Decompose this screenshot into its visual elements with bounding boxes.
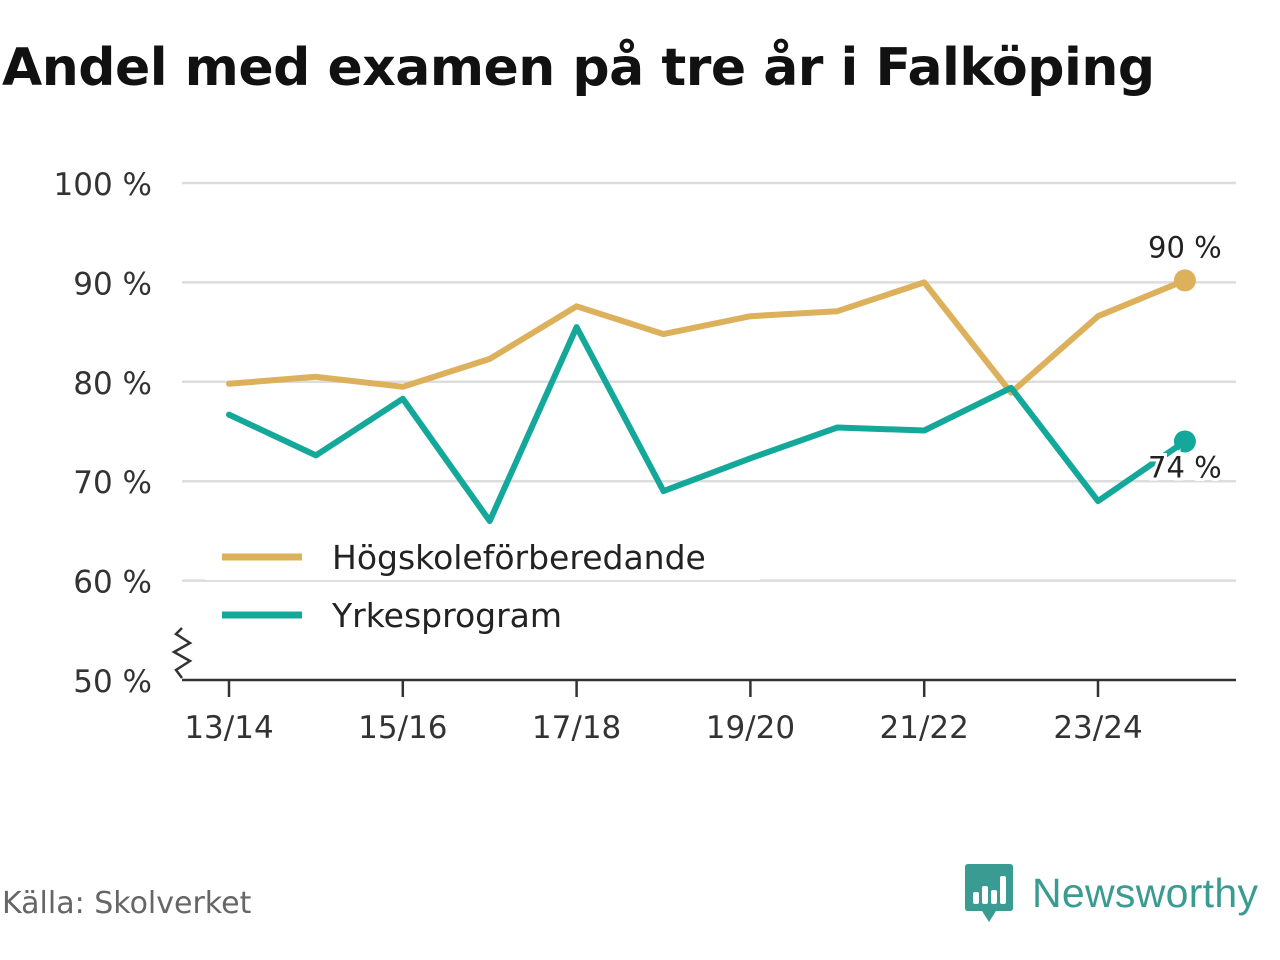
x-tick-label: 23/24 <box>1053 710 1142 746</box>
axis-break <box>171 627 193 679</box>
end-value-label: 90 % <box>1148 230 1222 264</box>
end-value-label: 74 % <box>1148 450 1222 484</box>
y-tick-label: 90 % <box>73 266 152 302</box>
brand-logo: Newsworthy <box>964 862 1258 924</box>
x-tick-label: 17/18 <box>532 710 621 746</box>
x-tick-label: 15/16 <box>358 710 447 746</box>
series-lines <box>226 269 1196 524</box>
y-tick-label: 80 % <box>73 366 152 402</box>
chart-title: Andel med examen på tre år i Falköping <box>2 38 1155 98</box>
legend-label: Yrkesprogram <box>331 596 562 635</box>
line-chart: 100 % 90 % 80 % 70 % 60 % 50 % 13/14 15/16 17/1… <box>54 167 1236 746</box>
series-end-point <box>1173 430 1196 453</box>
source-note: Källa: Skolverket <box>2 886 252 921</box>
end-labels: 90 % 74 % <box>1145 227 1225 487</box>
y-tick-label: 60 % <box>73 565 152 601</box>
y-tick-label: 100 % <box>54 167 152 203</box>
x-tick-label: 13/14 <box>184 710 273 746</box>
x-tick-label: 21/22 <box>880 710 969 746</box>
legend: Högskoleförberedande Yrkesprogram <box>205 528 760 635</box>
y-tick-label: 50 % <box>73 664 152 700</box>
y-tick-label: 70 % <box>73 465 152 501</box>
series-end-point <box>1173 269 1196 292</box>
axis-break-mark <box>171 627 193 679</box>
x-tick-label: 19/20 <box>706 710 795 746</box>
newsworthy-logo-icon <box>965 864 1013 922</box>
y-axis-ticks: 100 % 90 % 80 % 70 % 60 % 50 % <box>54 167 152 700</box>
series-line <box>226 277 1188 396</box>
series-line <box>226 324 1188 524</box>
brand-name: Newsworthy <box>1032 869 1259 916</box>
legend-label: Högskoleförberedande <box>332 538 706 577</box>
x-axis: 13/14 15/16 17/18 19/20 21/22 23/24 <box>182 678 1236 746</box>
